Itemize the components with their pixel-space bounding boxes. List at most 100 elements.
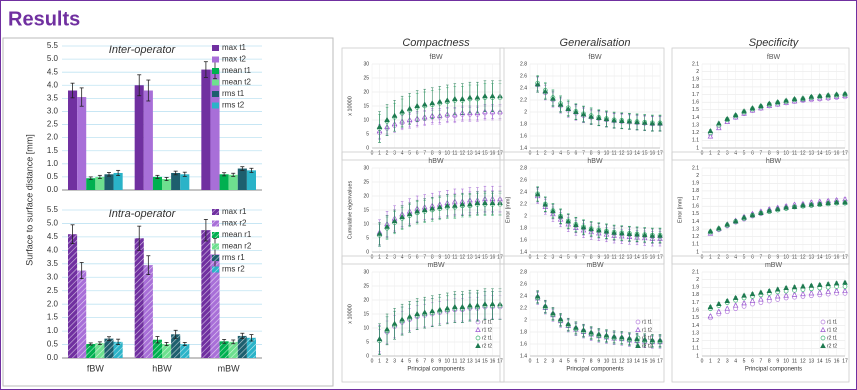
y-tick-label: 3.0 (47, 272, 59, 281)
chart-title: Inter-operator (109, 44, 177, 56)
y-tick-label: 3.0 (47, 107, 59, 116)
marker (833, 280, 840, 286)
bar (95, 176, 105, 190)
marker (641, 336, 648, 342)
marker (842, 90, 848, 96)
x-tick-label: 12 (800, 254, 806, 260)
marker (741, 214, 747, 220)
y-tick-label: 30 (363, 269, 369, 275)
x-tick-label: 16 (490, 150, 496, 156)
x-tick-label: 14 (817, 150, 823, 156)
x-tick-label: 11 (792, 358, 797, 364)
legend-marker (475, 342, 481, 348)
y-tick-label: 20 (363, 89, 369, 95)
x-tick-label: 15 (642, 150, 648, 156)
y-tick-label: 5.5 (47, 41, 59, 50)
legend-label: rms r1 (222, 253, 245, 262)
legend-label: max r2 (222, 219, 247, 228)
panel-frame (499, 151, 665, 265)
marker (791, 291, 798, 297)
bar-panel-frame (2, 37, 334, 387)
marker (774, 206, 781, 212)
marker (588, 113, 594, 119)
x-tick-label: 8 (590, 358, 593, 364)
x-tick-label: 10 (604, 150, 610, 156)
y-tick-label: 1.4 (520, 249, 527, 255)
y-axis-label: Error [mm] (677, 197, 683, 223)
y-tick-label: 15 (363, 207, 369, 213)
y-tick-label: 2.8 (520, 61, 527, 67)
x-tick-label: 15 (482, 254, 488, 260)
x-tick-label: 15 (482, 150, 488, 156)
x-tick-label: 11 (612, 358, 617, 364)
x-tick-label: 3 (393, 254, 396, 260)
marker (414, 310, 420, 316)
marker (641, 232, 648, 238)
legend-label: r2 t2 (827, 343, 837, 349)
panel-frame (499, 255, 665, 383)
y-tick-label: 2 (524, 109, 527, 115)
marker (376, 336, 383, 342)
x-tick-label: 13 (809, 150, 815, 156)
bar (201, 69, 211, 190)
legend-swatch (212, 102, 219, 109)
x-tick-label: 14 (817, 254, 823, 260)
marker (384, 223, 390, 229)
marker (467, 302, 473, 308)
marker (716, 308, 722, 314)
y-tick-label: 20 (363, 297, 369, 303)
x-tick-label: 8 (590, 254, 593, 260)
marker (791, 96, 798, 102)
legend-label: rms t2 (222, 101, 245, 110)
marker (444, 202, 451, 208)
x-tick-label: 6 (416, 254, 419, 260)
bar (219, 174, 229, 190)
marker (482, 301, 488, 307)
legend-label: r2 t2 (642, 343, 652, 349)
legend-label: r1 t1 (827, 319, 837, 325)
panel-frame (341, 151, 505, 265)
x-tick-label: 1 (709, 254, 712, 260)
bar (246, 337, 256, 358)
marker (716, 225, 722, 231)
x-tick-label: 14 (475, 254, 481, 260)
x-tick-label: 3 (726, 254, 729, 260)
marker (565, 321, 572, 327)
x-tick-label: 17 (842, 254, 848, 260)
marker (724, 221, 731, 227)
x-tick-label: 15 (825, 358, 831, 364)
y-tick-label: 2.8 (520, 269, 527, 275)
x-tick-label: 13 (467, 150, 473, 156)
x-tick-label: 14 (634, 358, 640, 364)
marker (783, 292, 789, 298)
y-tick-label: 10 (363, 325, 369, 331)
x-tick-label: 4 (559, 254, 562, 260)
x-tick-label: 6 (574, 254, 577, 260)
x-tick-label: 2 (386, 254, 389, 260)
legend-swatch (212, 91, 219, 97)
marker (384, 116, 390, 122)
marker (452, 95, 458, 101)
legend-swatch (212, 209, 219, 215)
marker (842, 284, 848, 289)
y-tick-label: 2 (524, 213, 527, 219)
marker (732, 294, 739, 300)
marker (641, 119, 648, 125)
marker (800, 202, 806, 208)
x-tick-label: 17 (657, 150, 663, 156)
marker (573, 108, 579, 114)
legend-label: max r1 (222, 207, 247, 216)
marker (557, 101, 564, 107)
marker (436, 204, 443, 210)
marker (758, 296, 764, 302)
legend-swatch (212, 266, 219, 273)
y-tick-label: 1.9 (692, 285, 699, 291)
x-tick-label: 15 (825, 150, 831, 156)
x-tick-label: 0 (371, 254, 374, 260)
x-tick-label: 9 (597, 358, 600, 364)
y-tick-label: 4.5 (47, 232, 59, 241)
y-tick-label: 1.4 (520, 145, 527, 151)
marker (588, 226, 594, 232)
x-tick-label: 7 (759, 150, 762, 156)
x-tick-label: 11 (452, 150, 457, 156)
